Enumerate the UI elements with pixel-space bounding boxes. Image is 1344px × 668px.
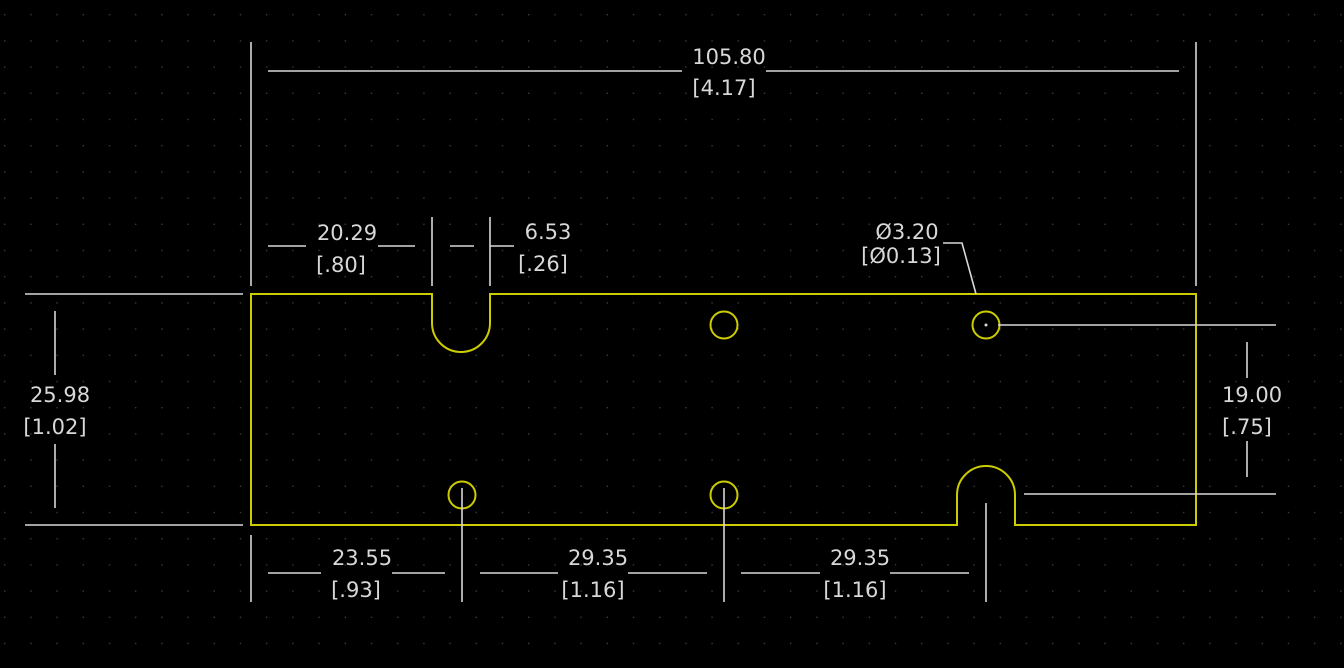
dimension-value-inch: [.80] <box>316 253 366 277</box>
dimension-value-inch: [.75] <box>1222 415 1272 439</box>
dimension-value-inch: [.26] <box>518 252 568 276</box>
dimension-value: 29.35 <box>568 546 628 570</box>
dimension-hole-spacing-vertical[interactable]: 19.00 [.75] <box>998 324 1282 495</box>
dimension-value-inch: [1.16] <box>561 578 624 602</box>
dimension-value-inch: [Ø0.13] <box>861 244 941 268</box>
dimension-value-inch: [1.02] <box>23 415 86 439</box>
dimension-overall-width[interactable]: 105.80 [4.17] <box>250 42 1197 286</box>
dimension-slot-width[interactable]: 6.53 [.26] <box>450 217 571 286</box>
dimension-value-inch: [4.17] <box>692 76 755 100</box>
dimension-value: 19.00 <box>1222 383 1282 407</box>
dimension-bottom-spacing-1[interactable]: 23.55 [.93] <box>250 488 463 602</box>
dimension-slot-offset[interactable]: 20.29 [.80] <box>268 217 433 286</box>
dimension-value: 105.80 <box>692 45 765 69</box>
dimension-hole-diameter[interactable]: Ø3.20 [Ø0.13] <box>861 220 977 295</box>
dimension-bottom-spacing-3[interactable]: 29.35 [1.16] <box>741 503 987 602</box>
dimension-value: 20.29 <box>317 221 377 245</box>
mounting-hole <box>709 310 739 340</box>
dimension-value: Ø3.20 <box>875 220 938 244</box>
board-edge <box>250 293 1197 526</box>
dimension-value: 25.98 <box>30 383 90 407</box>
dimension-value: 23.55 <box>332 546 392 570</box>
dimension-overall-height[interactable]: 25.98 [1.02] <box>23 293 243 526</box>
dimension-value: 6.53 <box>525 220 572 244</box>
hole-center-marker <box>984 323 988 327</box>
dimension-value-inch: [.93] <box>331 578 381 602</box>
dimension-value: 29.35 <box>830 546 890 570</box>
dimension-value-inch: [1.16] <box>823 578 886 602</box>
dimension-bottom-spacing-2[interactable]: 29.35 [1.16] <box>480 488 725 602</box>
grid-dots <box>4 14 1342 645</box>
